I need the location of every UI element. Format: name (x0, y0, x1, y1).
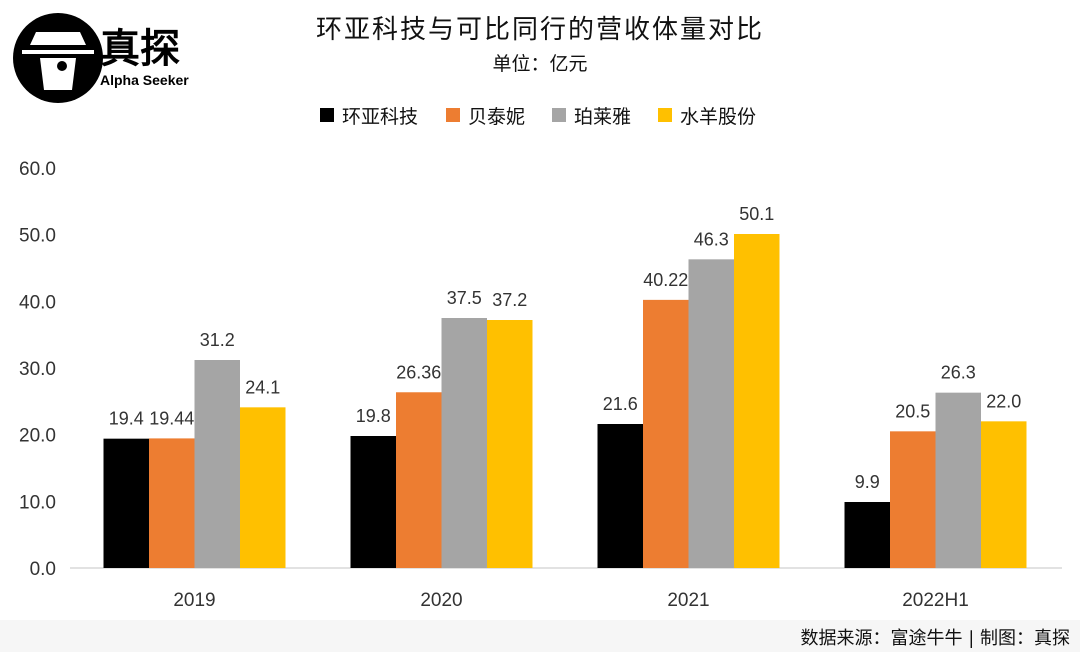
x-tick-label: 2020 (420, 590, 462, 611)
footer-band (0, 620, 1080, 652)
data-label: 46.3 (694, 229, 729, 249)
data-label: 37.5 (447, 288, 482, 308)
data-label: 31.2 (200, 330, 235, 350)
logo-name: 真探 (100, 26, 180, 72)
bar-2019-珀莱雅 (194, 360, 240, 568)
bar-2020-水羊股份 (487, 320, 533, 568)
legend-label: 珀莱雅 (574, 106, 631, 128)
bar-2022H1-贝泰妮 (890, 431, 936, 568)
y-tick-label: 10.0 (19, 492, 56, 513)
logo: 真探 Alpha Seeker (13, 13, 189, 103)
y-tick-label: 50.0 (19, 226, 56, 247)
data-label: 50.1 (739, 204, 774, 224)
bar-2021-环亚科技 (597, 424, 643, 568)
data-label: 21.6 (603, 394, 638, 414)
data-label: 9.9 (855, 472, 880, 492)
data-label: 26.3 (941, 363, 976, 383)
legend-swatch (658, 108, 672, 122)
y-tick-label: 30.0 (19, 359, 56, 380)
y-axis: 0.0 10.0 20.0 30.0 40.0 50.0 60.0 (19, 159, 56, 580)
bar-2019-水羊股份 (240, 407, 286, 568)
bar-2019-环亚科技 (103, 438, 149, 568)
legend-swatch (320, 108, 334, 122)
legend-label: 环亚科技 (342, 106, 418, 128)
chart-title: 环亚科技与可比同行的营收体量对比 (316, 15, 764, 45)
bar-2021-水羊股份 (734, 234, 780, 568)
y-tick-label: 0.0 (30, 559, 56, 580)
bar-2022H1-水羊股份 (981, 421, 1027, 568)
x-tick-label: 2021 (667, 590, 709, 611)
data-label: 22.0 (986, 391, 1021, 411)
legend: 环亚科技 贝泰妮 珀莱雅 水羊股份 (320, 106, 756, 128)
bar-2021-贝泰妮 (643, 299, 689, 568)
data-label: 24.1 (245, 377, 280, 397)
bar-2020-珀莱雅 (441, 318, 487, 568)
bar-2022H1-珀莱雅 (935, 392, 981, 568)
legend-label: 贝泰妮 (468, 106, 525, 128)
legend-label: 水羊股份 (680, 106, 756, 128)
data-label: 19.8 (356, 406, 391, 426)
x-tick-label: 2019 (173, 590, 215, 611)
data-label: 37.2 (492, 290, 527, 310)
data-label: 26.36 (396, 362, 441, 382)
data-label: 19.44 (149, 408, 194, 428)
logo-tagline: Alpha Seeker (100, 72, 189, 88)
bar-2019-贝泰妮 (149, 438, 195, 568)
data-label: 20.5 (895, 401, 930, 421)
x-axis: 2019 2020 2021 2022H1 (173, 590, 968, 611)
bar-2021-珀莱雅 (688, 259, 734, 568)
y-tick-label: 20.0 (19, 426, 56, 447)
y-tick-label: 60.0 (19, 159, 56, 180)
data-label: 40.22 (643, 270, 688, 290)
legend-swatch (446, 108, 460, 122)
bar-2020-环亚科技 (350, 436, 396, 568)
bar-2022H1-环亚科技 (844, 502, 890, 568)
chart-subtitle: 单位：亿元 (492, 53, 587, 75)
y-tick-label: 40.0 (19, 292, 56, 313)
x-tick-label: 2022H1 (902, 590, 969, 611)
bars: 19.4 19.44 31.2 24.1 19.8 26.36 37.5 37.2 21.6 40… (103, 204, 1027, 568)
data-label: 19.4 (109, 409, 144, 429)
bar-2020-贝泰妮 (396, 392, 442, 568)
source-note: 数据来源：富途牛牛 | 制图：真探 (800, 628, 1070, 649)
legend-swatch (552, 108, 566, 122)
